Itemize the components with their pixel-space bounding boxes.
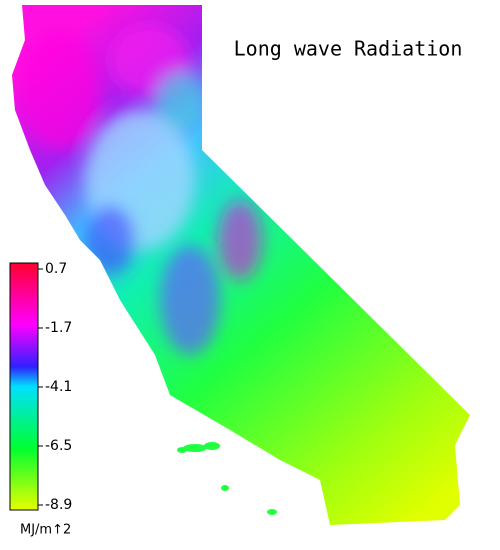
colorbar-tick-label: -8.9 — [45, 497, 72, 513]
colorbar-unit: MJ/m↑2 — [20, 523, 71, 538]
colorbar — [9, 262, 39, 511]
colorbar-tick-label: 0.7 — [45, 261, 67, 277]
map-title: Long wave Radiation — [234, 37, 463, 61]
colorbar-tick-label: -1.7 — [45, 320, 72, 336]
california-map — [12, 5, 470, 525]
colorbar-tick-label: -4.1 — [45, 379, 72, 395]
colorbar-tick-label: -6.5 — [45, 438, 72, 454]
color-legend: 0.7 -1.7 -4.1 -6.5 -8.9 — [9, 261, 72, 513]
